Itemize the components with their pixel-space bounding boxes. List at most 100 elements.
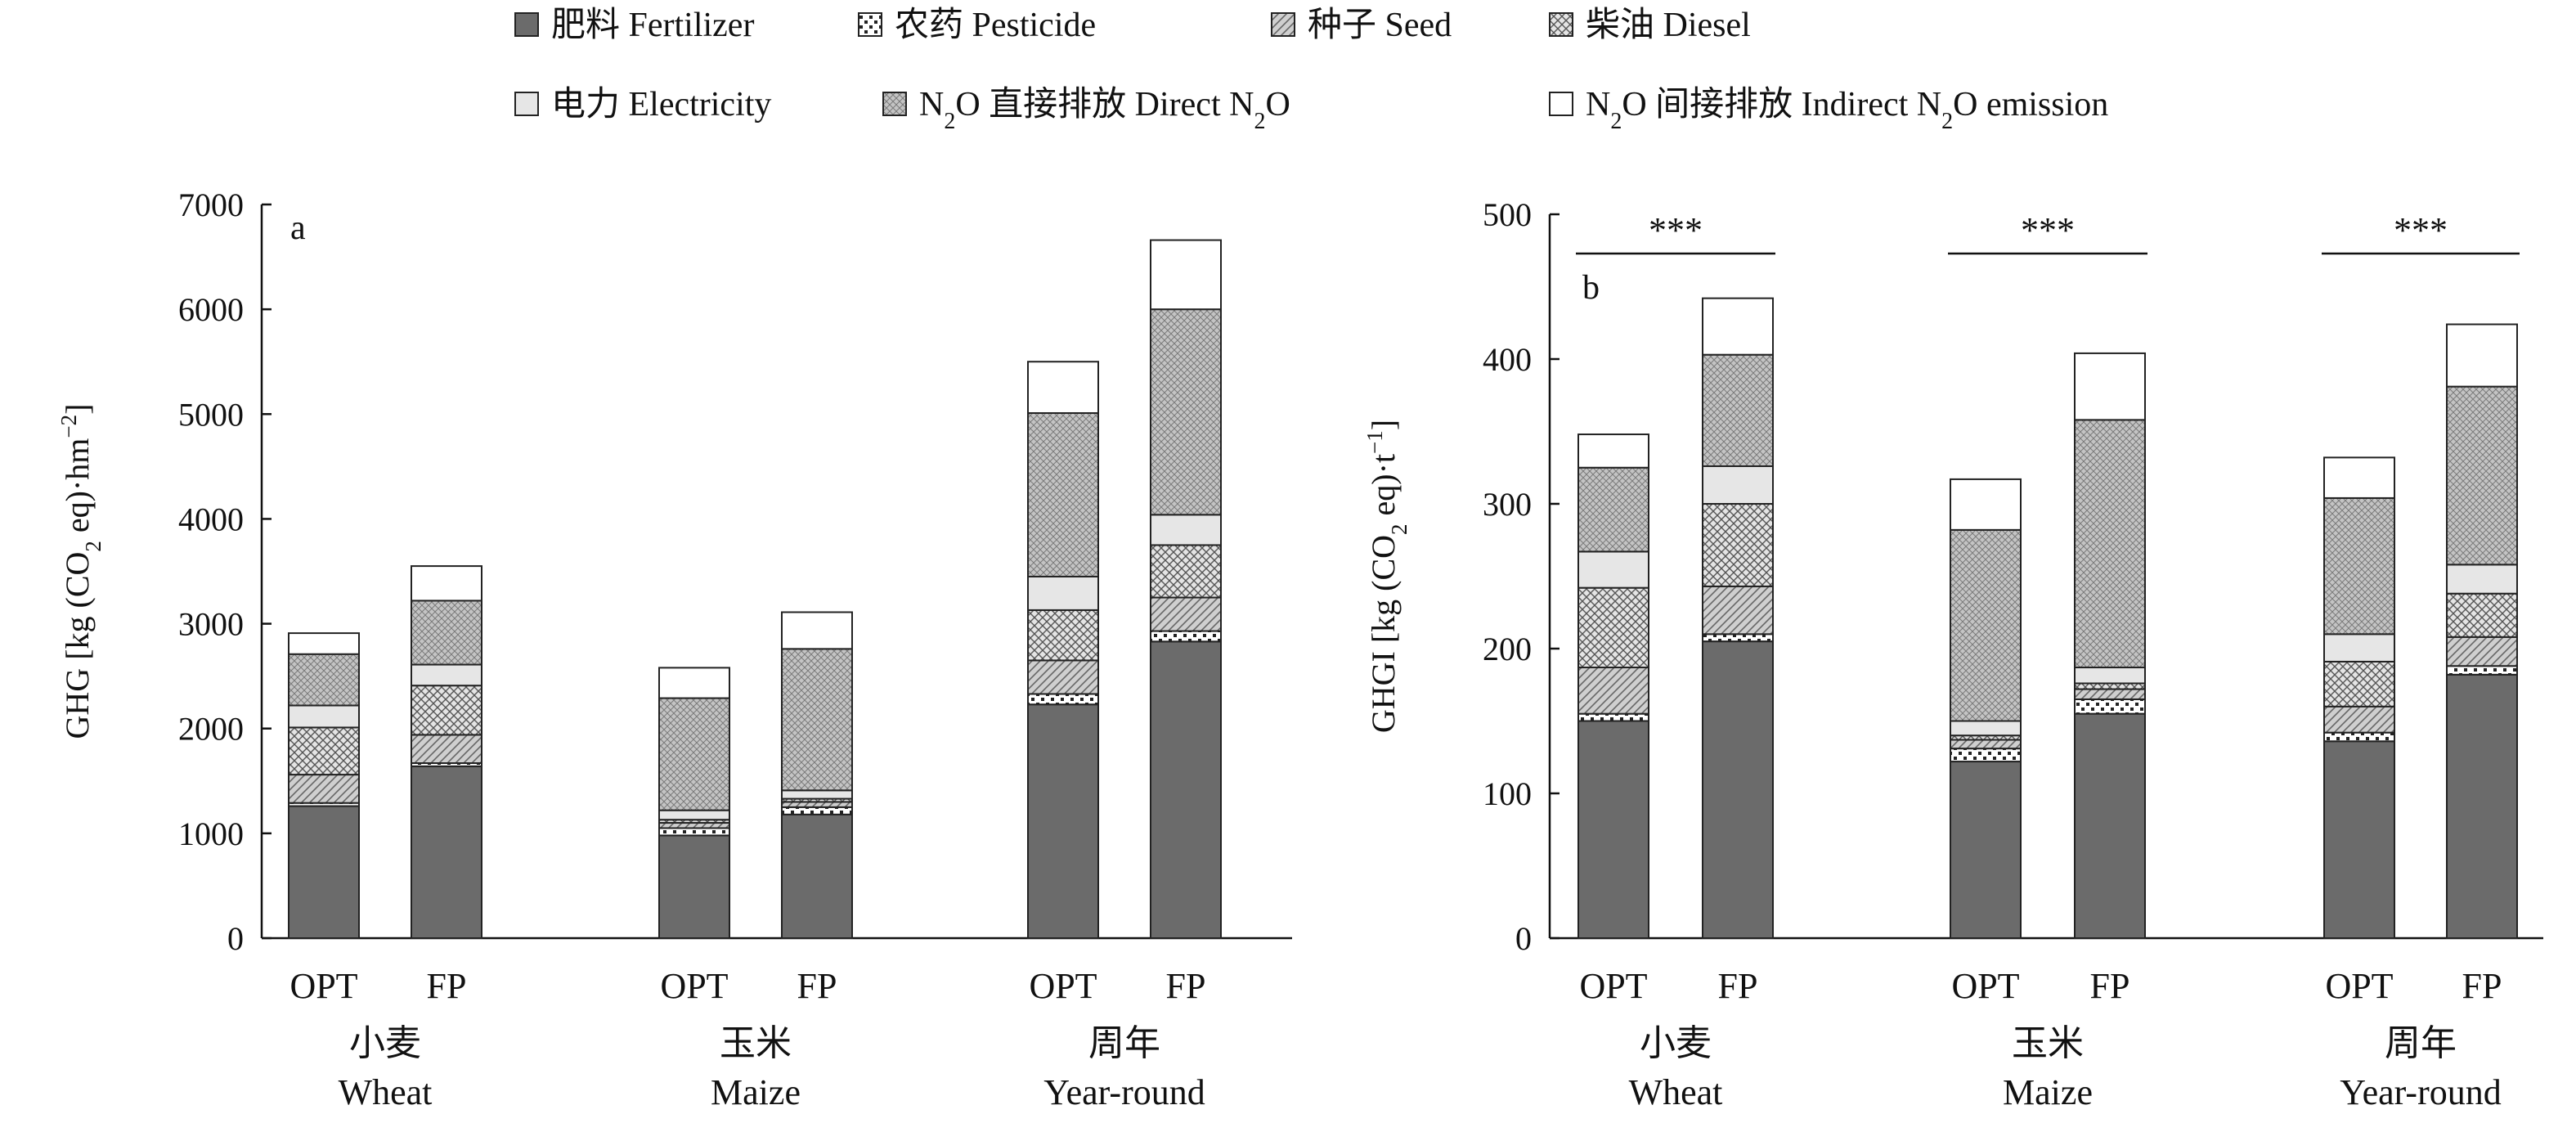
y-tick-label: 0 [1515, 920, 1532, 957]
bar-segment-diesel [2446, 592, 2518, 638]
bar-segment-direct_n2o [411, 600, 482, 666]
bar-segment-fertilizer [2323, 740, 2395, 940]
bar-segment-pesticide [2323, 731, 2395, 743]
legend-item-direct_n2o: N2O 直接排放 Direct N2O [882, 86, 1290, 134]
legend-item-pesticide: 农药 Pesticide [858, 7, 1096, 44]
bar-segment-diesel [2323, 660, 2395, 707]
bar-segment-indirect_n2o [1577, 433, 1649, 469]
bar-segment-seed [411, 734, 482, 765]
bar-segment-seed [288, 774, 360, 804]
bar-segment-fertilizer [2074, 712, 2146, 940]
bar-segment-fertilizer [1027, 703, 1099, 940]
y-tick-label: 5000 [178, 396, 244, 433]
legend-label-direct_n2o: N2O 直接排放 Direct N2O [919, 86, 1290, 134]
bar-segment-diesel [1702, 503, 1774, 587]
bar-segment-direct_n2o [288, 653, 360, 707]
bar-segment-indirect_n2o [288, 632, 360, 655]
bar-segment-electricity [1577, 550, 1649, 589]
legend-label-diesel: 柴油 Diesel [1586, 7, 1751, 44]
legend-swatch-indirect_n2o [1549, 92, 1573, 116]
significance-label: *** [1649, 210, 1703, 250]
bar-segment-indirect_n2o [1150, 239, 1222, 311]
bar-wheat-fp [411, 565, 482, 939]
x-tick-label-treatment: OPT [1951, 966, 2019, 1006]
bar-segment-direct_n2o [1027, 412, 1099, 577]
x-group-label-en: Maize [711, 1072, 801, 1112]
bar-segment-direct_n2o [1577, 466, 1649, 553]
bar-segment-diesel [2074, 682, 2146, 690]
bar-year-round-fp [2446, 323, 2518, 939]
legend-label-indirect_n2o: N2O 间接排放 Indirect N2O emission [1586, 86, 2108, 134]
bar-segment-seed [1027, 659, 1099, 695]
y-tick-label: 0 [227, 920, 244, 957]
y-tick-label: 200 [1483, 631, 1532, 667]
bar-segment-pesticide [1027, 693, 1099, 706]
bar-segment-fertilizer [411, 765, 482, 939]
legend-label-electricity: 电力 Electricity [551, 86, 771, 124]
x-group-label-cn: 玉米 [720, 1023, 792, 1063]
bar-segment-electricity [2446, 564, 2518, 595]
legend-label-fertilizer: 肥料 Fertilizer [551, 7, 754, 44]
bar-segment-indirect_n2o [2074, 352, 2146, 421]
legend-label-seed: 种子 Seed [1308, 7, 1452, 44]
bar-year-round-fp [1150, 239, 1222, 939]
y-axis-title: GHGI [kg (CO2 eq)·t−1] [1362, 420, 1411, 733]
x-tick-label-treatment: OPT [660, 966, 728, 1006]
legend-item-electricity: 电力 Electricity [514, 86, 771, 124]
legend-swatch-pesticide [858, 12, 882, 37]
bar-segment-electricity [658, 809, 730, 821]
bar-segment-seed [1150, 596, 1222, 632]
bar-segment-seed [2446, 636, 2518, 667]
bar-segment-indirect_n2o [658, 667, 730, 699]
x-group-label-en: Year-round [2340, 1072, 2502, 1112]
legend-item-fertilizer: 肥料 Fertilizer [514, 7, 754, 44]
bar-segment-direct_n2o [2446, 385, 2518, 566]
x-tick-label-treatment: FP [427, 966, 467, 1006]
bar-segment-pesticide [1702, 633, 1774, 643]
y-tick-label: 2000 [178, 711, 244, 748]
y-tick-label: 500 [1483, 196, 1532, 233]
x-tick-label-treatment: OPT [2325, 966, 2393, 1006]
bar-segment-electricity [411, 663, 482, 687]
legend-swatch-electricity [514, 92, 539, 116]
x-tick-label-treatment: FP [1166, 966, 1206, 1006]
legend-swatch-fertilizer [514, 12, 539, 37]
x-group-label-cn: 小麦 [1640, 1023, 1712, 1063]
panel-b-ghgi: 0 100 200 300 400 500 GHGI [kg (CO2 eq)·t−1] b O… [1362, 196, 2543, 1112]
bar-segment-electricity [781, 789, 853, 800]
bar-year-round-opt [2323, 456, 2395, 940]
bar-maize-fp [2074, 352, 2146, 940]
bar-segment-indirect_n2o [781, 611, 853, 650]
bar-wheat-fp [1702, 297, 1774, 940]
bar-segment-pesticide [1950, 748, 2022, 763]
bar-year-round-opt [1027, 361, 1099, 940]
bar-segment-pesticide [2446, 665, 2518, 676]
bar-segment-fertilizer [2446, 673, 2518, 939]
bar-segment-direct_n2o [2323, 496, 2395, 636]
x-tick-label-treatment: FP [2462, 966, 2502, 1006]
bar-segment-pesticide [1577, 712, 1649, 722]
bar-segment-diesel [1577, 586, 1649, 669]
bar-segment-pesticide [2074, 698, 2146, 715]
bar-segment-direct_n2o [658, 697, 730, 811]
bar-segment-seed [2074, 688, 2146, 700]
bar-segment-fertilizer [781, 813, 853, 940]
x-group-label-cn: 周年 [1088, 1023, 1160, 1063]
x-tick-label-treatment: FP [797, 966, 837, 1006]
bar-maize-opt [658, 667, 730, 939]
bar-segment-fertilizer [288, 805, 360, 939]
legend-item-diesel: 柴油 Diesel [1549, 7, 1751, 44]
bar-wheat-opt [288, 632, 360, 939]
bar-segment-direct_n2o [1150, 308, 1222, 516]
bar-segment-direct_n2o [1950, 528, 2022, 722]
x-group-label-en: Maize [2003, 1072, 2093, 1112]
bar-segment-pesticide [1150, 630, 1222, 643]
x-group-label-cn: 周年 [2385, 1023, 2457, 1063]
y-tick-label: 4000 [178, 501, 244, 537]
y-tick-label: 7000 [178, 186, 244, 223]
x-tick-label-treatment: OPT [289, 966, 357, 1006]
bar-segment-electricity [1027, 575, 1099, 611]
x-group-label-en: Wheat [1629, 1072, 1723, 1112]
bar-segment-seed [1950, 739, 2022, 750]
